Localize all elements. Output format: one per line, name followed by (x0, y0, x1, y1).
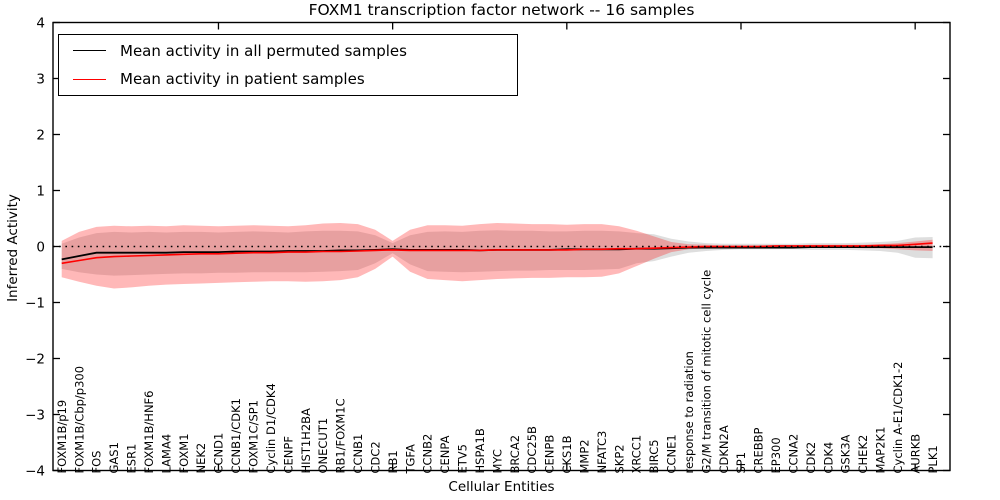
legend-item: Mean activity in all permuted samples (59, 38, 517, 64)
x-tick-label: BRCA2 (508, 435, 522, 474)
x-tick-label: PLK1 (926, 445, 940, 473)
x-tick-label: ETV5 (456, 444, 470, 473)
x-tick-label: CREBBP (752, 427, 766, 473)
x-tick-label: CCNB1 (351, 434, 365, 474)
x-tick-label: RB1/FOXM1C (334, 398, 348, 473)
patient-samples-std-band (61, 223, 933, 289)
x-tick-label: MMP2 (577, 439, 591, 473)
legend-item: Mean activity in patient samples (59, 66, 517, 92)
x-tick-label: EP300 (769, 437, 783, 473)
x-tick-label: NEK2 (194, 443, 208, 474)
x-tick-label: HIST1H2BA (299, 408, 313, 474)
x-tick-label: FOXM1 (177, 433, 191, 473)
x-tick-label: TGFA (403, 444, 417, 474)
x-tick-label: CCND1 (212, 433, 226, 474)
patient-mean-line (61, 242, 933, 265)
x-tick-label: SP1 (734, 452, 748, 474)
permuted-line-swatch (73, 50, 106, 52)
x-tick-label: G2/M transition of mitotic cell cycle (699, 270, 713, 474)
x-tick-label: CENPA (438, 435, 452, 473)
x-tick-label: CDK2 (804, 442, 818, 474)
x-tick-label: HSPA1B (473, 428, 487, 473)
page-title: FOXM1 transcription factor network -- 16… (308, 1, 695, 19)
x-tick-label: LAMA4 (159, 434, 173, 474)
y-tick-label: 4 (36, 15, 45, 31)
permuted-samples-std-band (61, 230, 933, 276)
x-tick-label: FOXM1B/Cbp/p300 (72, 366, 86, 474)
x-tick-label: Cyclin A-E1/CDK1-2 (891, 362, 905, 474)
x-tick-label: ESR1 (125, 444, 139, 474)
x-tick-label: CDC2 (368, 441, 382, 473)
x-tick-label: FOXM1B/p19 (55, 400, 69, 474)
x-tick-label: response to radiation (682, 351, 696, 473)
x-tick-label: CHEK2 (856, 435, 870, 474)
x-tick-label: BIRC5 (647, 439, 661, 473)
x-tick-label: MYC (490, 449, 504, 473)
x-tick-label: ONECUT1 (316, 418, 330, 474)
x-axis-label: Cellular Entities (448, 479, 555, 495)
y-tick-label: 3 (36, 71, 45, 87)
y-tick-label: 1 (36, 183, 45, 199)
x-tick-label: GAS1 (107, 442, 121, 473)
legend-label: Mean activity in patient samples (120, 70, 365, 89)
x-tick-label: RB1 (386, 450, 400, 473)
x-tick-label: CCNB2 (421, 434, 435, 474)
patient-line-swatch (73, 78, 106, 80)
legend-label: Mean activity in all permuted samples (120, 41, 407, 60)
y-tick-label: −2 (25, 351, 45, 367)
x-tick-label: CDKN2A (717, 425, 731, 473)
x-tick-label: FOXM1C/SP1 (247, 400, 261, 474)
x-tick-label: MAP2K1 (874, 427, 888, 474)
x-tick-label: CCNA2 (786, 434, 800, 474)
y-tick-label: −4 (25, 463, 45, 479)
y-tick-label: −1 (25, 295, 45, 311)
x-tick-label: SKP2 (612, 444, 626, 473)
x-tick-label: CDK4 (821, 442, 835, 474)
x-tick-label: CCNE1 (665, 434, 679, 473)
x-tick-label: CENPB (543, 435, 557, 474)
x-tick-label: CKS1B (560, 435, 574, 473)
x-tick-label: CENPF (281, 436, 295, 473)
x-tick-label: NFATC3 (595, 431, 609, 474)
x-tick-label: Cyclin D1/CDK4 (264, 383, 278, 473)
x-tick-label: FOS (90, 451, 104, 474)
x-tick-label: CCNB1/CDK1 (229, 398, 243, 474)
y-tick-label: 2 (36, 127, 45, 143)
x-tick-label: FOXM1B/HNF6 (142, 391, 156, 474)
x-tick-label: AURKB (908, 434, 922, 474)
x-tick-label: GSK3A (839, 434, 853, 473)
legend: Mean activity in all permuted samples Me… (58, 34, 518, 96)
x-tick-label: CDC25B (525, 426, 539, 474)
y-tick-label: 0 (36, 239, 45, 255)
y-tick-label: −3 (25, 407, 45, 423)
x-tick-label: XRCC1 (630, 435, 644, 474)
